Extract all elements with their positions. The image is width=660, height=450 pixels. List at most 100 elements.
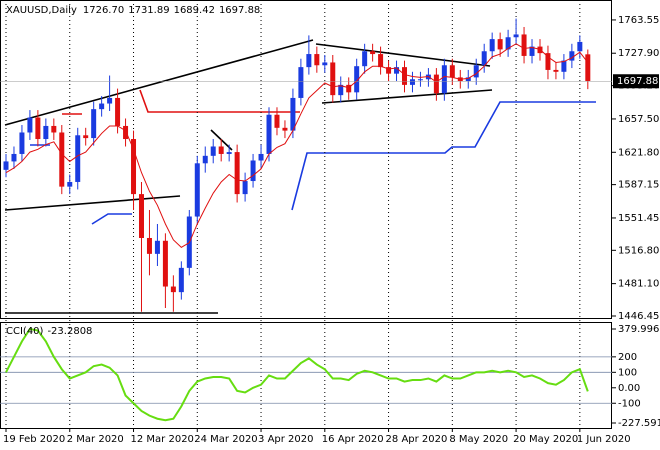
y-tick-label: 0.00	[618, 383, 640, 394]
y-tick-label: -227.591	[618, 418, 660, 429]
candle-body	[505, 37, 511, 50]
candle-body	[417, 79, 423, 81]
candle-body	[51, 125, 57, 133]
candle-body	[330, 62, 336, 96]
candle-body	[226, 152, 232, 154]
cci-frame	[0, 322, 612, 429]
cci-value: -23.2808	[47, 326, 92, 337]
candle-body	[35, 117, 41, 140]
candle-body	[449, 65, 455, 78]
candle-body	[59, 132, 65, 187]
candle-body	[354, 66, 360, 93]
last-open: 1726.70	[83, 5, 124, 16]
candle-body	[378, 54, 384, 68]
candle-body	[409, 79, 415, 85]
level-line	[62, 89, 300, 115]
cci-line	[5, 327, 589, 422]
candle-body	[338, 84, 344, 96]
last-close: 1697.88	[219, 5, 260, 16]
candle-body	[513, 34, 519, 38]
cci-name: CCI(40)	[6, 326, 44, 337]
y-tick-label: 1727.90	[618, 48, 659, 59]
candle-body	[346, 84, 352, 93]
candle-body	[27, 117, 33, 133]
last-price-box	[613, 74, 659, 89]
y-tick-label: 1621.80	[618, 147, 659, 158]
candle-body	[250, 160, 256, 182]
candle-body	[585, 54, 591, 82]
x-tick-label: 20 May 2020	[513, 434, 578, 445]
last-price-label: 1697.88	[617, 76, 658, 87]
candle-body	[146, 237, 152, 254]
candle-body	[577, 41, 583, 52]
candle-body	[266, 114, 272, 154]
candle-body	[99, 103, 105, 110]
candle-body	[123, 125, 129, 140]
x-tick-label: 28 Apr 2020	[386, 434, 448, 445]
candle-body	[242, 181, 248, 195]
level-line	[30, 101, 596, 225]
last-low: 1689.42	[174, 5, 215, 16]
candle-body	[83, 135, 89, 139]
candle-body	[362, 51, 368, 67]
candle-body	[3, 161, 9, 170]
y-tick-label: 200	[618, 352, 637, 363]
candle-body	[521, 34, 527, 56]
x-tick-label: 16 Apr 2020	[322, 434, 384, 445]
x-tick-label: 19 Feb 2020	[3, 434, 65, 445]
candle-body	[234, 152, 240, 195]
candle-body	[154, 240, 160, 254]
candle-body	[91, 109, 97, 139]
candle-body	[473, 65, 479, 78]
candle-body	[115, 97, 121, 126]
candle-body	[274, 114, 280, 128]
x-tick-label: 3 Apr 2020	[258, 434, 313, 445]
candle-body	[11, 153, 17, 162]
candle-body	[298, 67, 304, 98]
candle-body	[322, 62, 328, 66]
candle-body	[162, 240, 168, 287]
candle-body	[433, 74, 439, 94]
last-high: 1731.89	[128, 5, 169, 16]
candle-body	[561, 60, 567, 72]
indicator-title: CCI(40) -23.2808	[6, 326, 92, 337]
candle-body	[258, 153, 264, 161]
trend-line	[321, 89, 493, 104]
candle-body	[545, 53, 551, 70]
y-tick-label: 1657.50	[618, 114, 659, 125]
candle-body	[553, 69, 559, 72]
candle-body	[202, 155, 208, 164]
candle-body	[218, 146, 224, 154]
candle-body	[131, 139, 137, 195]
x-tick-label: 2 Mar 2020	[67, 434, 124, 445]
candle-body	[465, 77, 471, 82]
y-tick-label: 1446.45	[618, 311, 659, 322]
chart-title: XAUUSD,Daily 1726.70 1731.89 1689.42 1697.88	[6, 5, 260, 16]
y-tick-label: 1516.80	[618, 245, 659, 256]
y-tick-label: 1763.55	[618, 15, 659, 26]
candle-body	[314, 54, 320, 66]
candle-body	[170, 286, 176, 293]
candle-body	[282, 127, 288, 131]
x-tick-label: 12 Mar 2020	[131, 434, 194, 445]
candle-body	[370, 51, 376, 55]
drawings	[4, 39, 596, 314]
candle-body	[210, 146, 216, 156]
candle-body	[138, 194, 144, 238]
candle-body	[386, 67, 392, 74]
candle-body	[569, 51, 575, 61]
candle-body	[290, 97, 296, 131]
candle-body	[194, 163, 200, 217]
candle-body	[441, 65, 447, 94]
candle-body	[481, 51, 487, 66]
x-tick-label: 24 Mar 2020	[194, 434, 257, 445]
candle-body	[489, 39, 495, 52]
trend-line	[4, 195, 181, 211]
candle-body	[529, 46, 535, 56]
y-tick-label: 1587.15	[618, 180, 659, 191]
candle-body	[75, 135, 81, 182]
trend-line	[4, 39, 314, 126]
symbol: XAUUSD,Daily	[6, 5, 77, 16]
y-tick-label: 379.9967	[618, 324, 660, 335]
